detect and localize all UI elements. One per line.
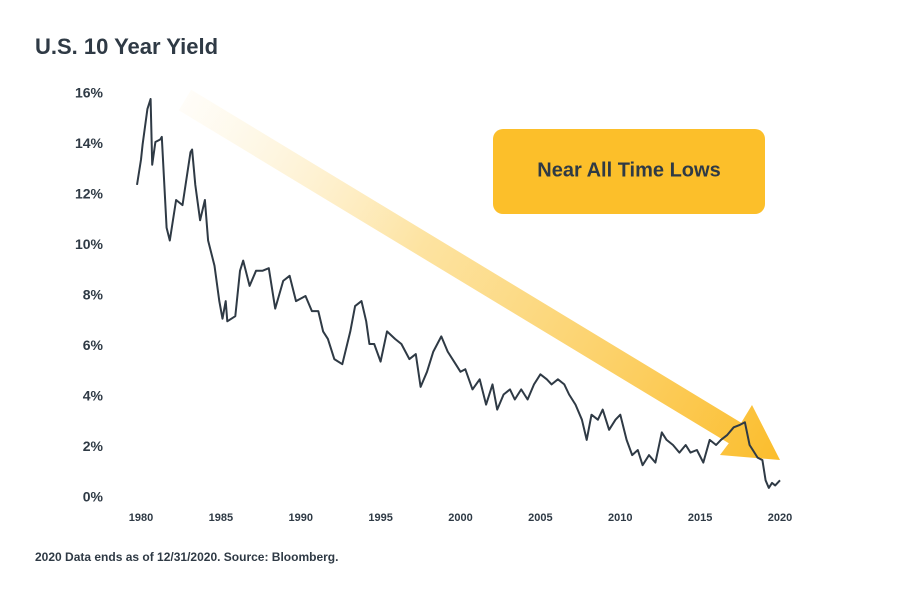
x-tick-label: 2020 xyxy=(768,512,792,524)
y-tick-label: 14% xyxy=(75,135,104,151)
x-tick-label: 2005 xyxy=(528,512,552,524)
y-tick-label: 10% xyxy=(75,236,104,252)
x-tick-label: 1995 xyxy=(368,512,392,524)
annotation-box xyxy=(493,129,765,214)
annotation: Near All Time Lows xyxy=(537,159,720,181)
y-tick-label: 0% xyxy=(83,489,104,505)
chart-title: U.S. 10 Year Yield xyxy=(35,34,218,59)
y-tick-label: 8% xyxy=(83,287,104,303)
y-tick-label: 4% xyxy=(83,388,104,404)
y-tick-label: 16% xyxy=(75,85,104,101)
x-tick-label: 1980 xyxy=(129,512,153,524)
y-tick-label: 2% xyxy=(83,438,104,454)
x-tick-label: 2010 xyxy=(608,512,632,524)
y-tick-label: 6% xyxy=(83,337,104,353)
y-tick-label: 12% xyxy=(75,186,104,202)
x-tick-label: 2015 xyxy=(688,512,712,524)
trend-arrow xyxy=(178,89,781,460)
yield-line xyxy=(136,98,781,489)
footnote: 2020 Data ends as of 12/31/2020. Source:… xyxy=(35,550,338,564)
x-tick-label: 2000 xyxy=(448,512,472,524)
x-tick-label: 1985 xyxy=(209,512,233,524)
x-tick-label: 1990 xyxy=(289,512,313,524)
